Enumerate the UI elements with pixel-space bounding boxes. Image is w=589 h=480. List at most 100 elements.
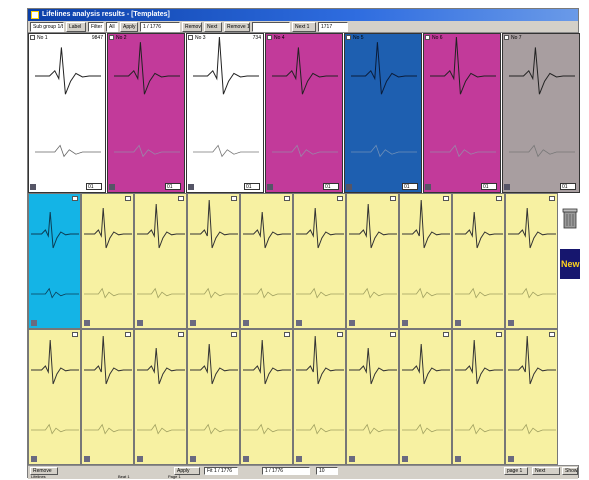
- template-card[interactable]: No 4 01: [265, 33, 343, 193]
- beat-checkbox[interactable]: [496, 332, 502, 337]
- template-card[interactable]: No 3 734 01: [186, 33, 264, 193]
- toolbar-button-4[interactable]: Apply: [120, 22, 138, 32]
- bottom-button-0[interactable]: Remove: [30, 467, 58, 475]
- beat-corner-button[interactable]: [31, 320, 37, 326]
- beat-checkbox[interactable]: [390, 196, 396, 201]
- beat-cell[interactable]: [399, 193, 452, 329]
- toolbar-field-2[interactable]: Filter: [88, 22, 104, 32]
- template-corner-button[interactable]: [109, 184, 115, 190]
- beat-corner-button[interactable]: [190, 456, 196, 462]
- toolbar-field-3[interactable]: All: [106, 22, 118, 32]
- template-card[interactable]: No 5 01: [344, 33, 422, 193]
- beat-checkbox[interactable]: [549, 196, 555, 201]
- toolbar-button-8[interactable]: Remove 1: [224, 22, 250, 32]
- beat-corner-button[interactable]: [455, 456, 461, 462]
- beat-checkbox[interactable]: [231, 332, 237, 337]
- toolbar-button-10[interactable]: Next 1: [292, 22, 316, 32]
- toolbar-field-0[interactable]: Sub group 1/8: [30, 22, 64, 32]
- toolbar-field-5[interactable]: 1 / 1776: [140, 22, 180, 32]
- bottom-field-2[interactable]: Fit 1 / 1776: [204, 467, 238, 475]
- template-select-checkbox[interactable]: [30, 35, 35, 40]
- beat-corner-button[interactable]: [349, 320, 355, 326]
- beat-cell[interactable]: [240, 329, 293, 465]
- beat-cell[interactable]: [187, 193, 240, 329]
- beat-corner-button[interactable]: [243, 320, 249, 326]
- template-select-checkbox[interactable]: [188, 35, 193, 40]
- beat-cell-selected[interactable]: [28, 193, 81, 329]
- bottom-field-3[interactable]: 1 / 1776: [262, 467, 310, 475]
- template-spinbox[interactable]: 01: [165, 183, 181, 190]
- beat-checkbox[interactable]: [178, 332, 184, 337]
- beat-corner-button[interactable]: [402, 320, 408, 326]
- toolbar-button-1[interactable]: Label: [66, 22, 86, 32]
- beat-cell[interactable]: [293, 329, 346, 465]
- beat-corner-button[interactable]: [508, 320, 514, 326]
- template-corner-button[interactable]: [30, 184, 36, 190]
- beat-checkbox[interactable]: [337, 332, 343, 337]
- template-spinbox[interactable]: 01: [402, 183, 418, 190]
- template-select-checkbox[interactable]: [346, 35, 351, 40]
- template-spinbox[interactable]: 01: [560, 183, 576, 190]
- beat-cell[interactable]: [452, 193, 505, 329]
- beat-cell[interactable]: [346, 329, 399, 465]
- template-card[interactable]: No 7 01: [502, 33, 580, 193]
- new-button[interactable]: New: [560, 249, 580, 279]
- beat-corner-button[interactable]: [349, 456, 355, 462]
- beat-cell[interactable]: [134, 329, 187, 465]
- template-select-checkbox[interactable]: [425, 35, 430, 40]
- beat-corner-button[interactable]: [296, 456, 302, 462]
- beat-corner-button[interactable]: [296, 320, 302, 326]
- beat-cell[interactable]: [346, 193, 399, 329]
- beat-checkbox[interactable]: [231, 196, 237, 201]
- beat-cell[interactable]: [240, 193, 293, 329]
- beat-checkbox[interactable]: [284, 196, 290, 201]
- beat-corner-button[interactable]: [455, 320, 461, 326]
- template-corner-button[interactable]: [504, 184, 510, 190]
- template-spinbox[interactable]: 01: [323, 183, 339, 190]
- beat-cell[interactable]: [505, 193, 558, 329]
- template-corner-button[interactable]: [425, 184, 431, 190]
- template-corner-button[interactable]: [267, 184, 273, 190]
- beat-corner-button[interactable]: [137, 320, 143, 326]
- template-select-checkbox[interactable]: [109, 35, 114, 40]
- template-select-checkbox[interactable]: [267, 35, 272, 40]
- beat-checkbox[interactable]: [72, 332, 78, 337]
- beat-checkbox[interactable]: [125, 332, 131, 337]
- beat-checkbox[interactable]: [496, 196, 502, 201]
- template-spinbox[interactable]: 01: [86, 183, 102, 190]
- template-corner-button[interactable]: [346, 184, 352, 190]
- template-spinbox[interactable]: 01: [244, 183, 260, 190]
- trash-icon[interactable]: [562, 207, 578, 229]
- window-titlebar[interactable]: Lifelines analysis results - [Templates]: [28, 9, 578, 21]
- bottom-field-4[interactable]: 10: [316, 467, 338, 475]
- beat-corner-button[interactable]: [508, 456, 514, 462]
- template-card[interactable]: No 1 9847 01: [28, 33, 106, 193]
- beat-checkbox[interactable]: [125, 196, 131, 201]
- bottom-button-7[interactable]: Show beats: [562, 467, 578, 475]
- beat-cell[interactable]: [81, 329, 134, 465]
- beat-cell[interactable]: [293, 193, 346, 329]
- bottom-button-6[interactable]: Next: [532, 467, 560, 475]
- template-card[interactable]: No 2 01: [107, 33, 185, 193]
- toolbar-field-11[interactable]: 1717: [318, 22, 348, 32]
- beat-checkbox[interactable]: [178, 196, 184, 201]
- toolbar-button-6[interactable]: Remove: [182, 22, 202, 32]
- beat-corner-button[interactable]: [84, 320, 90, 326]
- beat-cell[interactable]: [81, 193, 134, 329]
- beat-corner-button[interactable]: [137, 456, 143, 462]
- beat-checkbox[interactable]: [284, 332, 290, 337]
- beat-cell[interactable]: [28, 329, 81, 465]
- beat-cell[interactable]: [452, 329, 505, 465]
- bottom-button-5[interactable]: page 1: [504, 467, 528, 475]
- toolbar-field-9[interactable]: [252, 22, 290, 32]
- beat-cell[interactable]: [187, 329, 240, 465]
- beat-cell[interactable]: [505, 329, 558, 465]
- template-corner-button[interactable]: [188, 184, 194, 190]
- beat-checkbox[interactable]: [72, 196, 78, 201]
- beat-checkbox[interactable]: [443, 332, 449, 337]
- beat-checkbox[interactable]: [390, 332, 396, 337]
- beat-corner-button[interactable]: [190, 320, 196, 326]
- beat-checkbox[interactable]: [337, 196, 343, 201]
- beat-cell[interactable]: [134, 193, 187, 329]
- beat-cell[interactable]: [399, 329, 452, 465]
